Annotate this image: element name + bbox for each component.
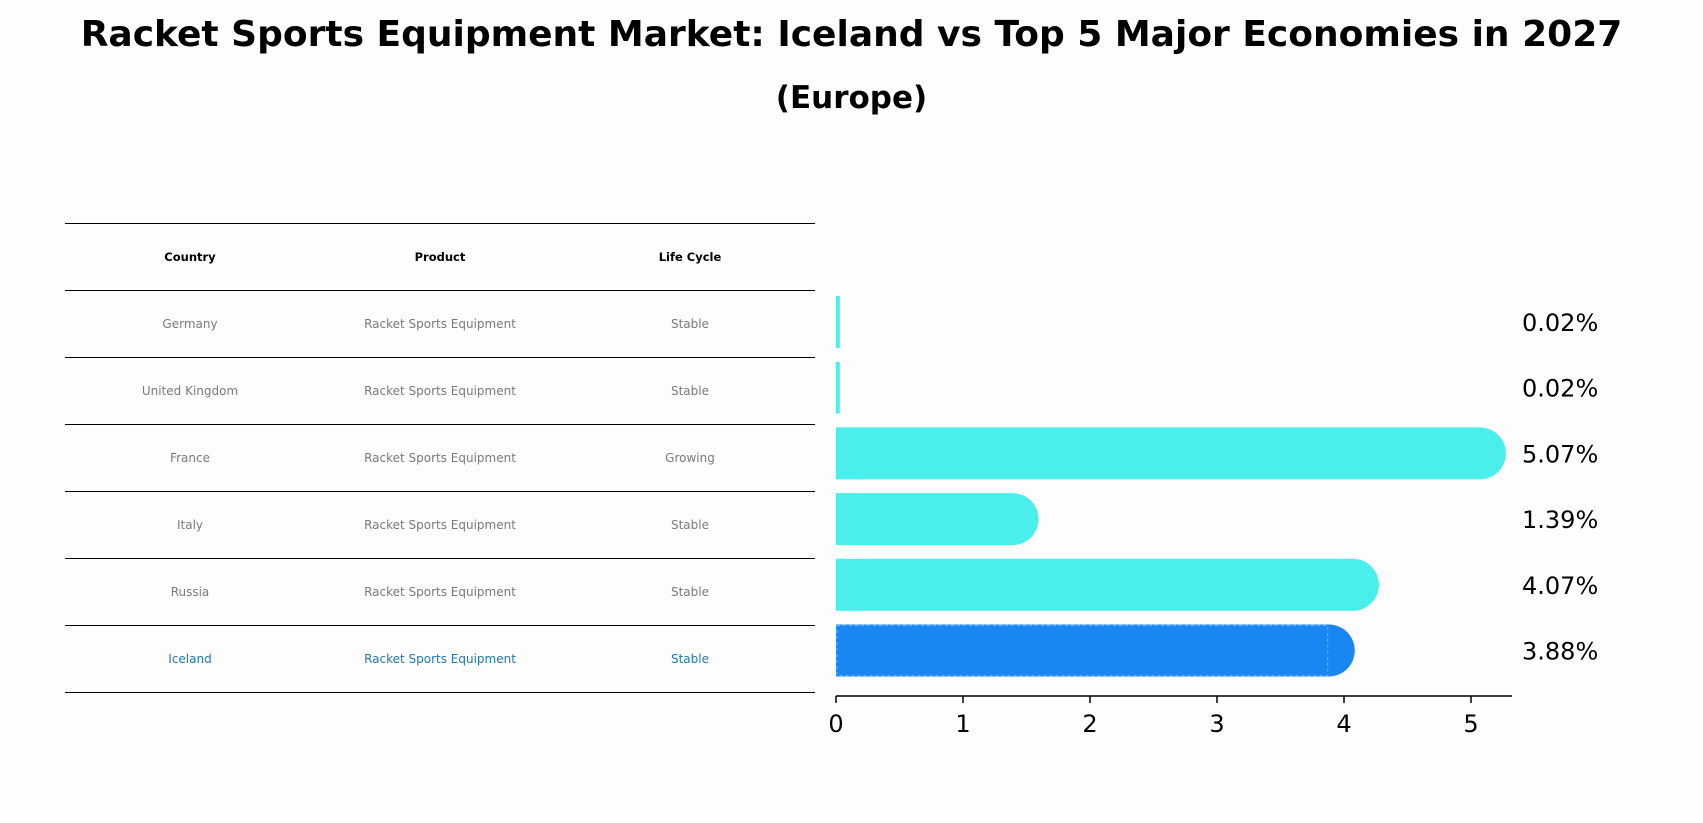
data-label: 0.02% xyxy=(1522,375,1598,403)
cell-life-cycle: Stable xyxy=(670,652,709,666)
x-tick-label: 1 xyxy=(955,710,970,738)
bar-base xyxy=(836,624,862,677)
header-country: Country xyxy=(164,250,216,264)
data-table: Country Product Life Cycle Germany Racke… xyxy=(65,223,815,693)
bar-base xyxy=(836,427,862,480)
header-life-cycle: Life Cycle xyxy=(658,250,722,264)
bar-italy xyxy=(836,493,1039,546)
cell-product: Racket Sports Equipment xyxy=(364,317,516,331)
data-label: 1.39% xyxy=(1522,506,1598,534)
table-row: United Kingdom Racket Sports Equipment S… xyxy=(65,357,815,424)
bar-highlight-outline xyxy=(836,625,1329,676)
data-label: 3.88% xyxy=(1522,638,1598,666)
x-tick-label: 3 xyxy=(1209,710,1224,738)
cell-country: Iceland xyxy=(168,652,212,666)
cell-country: Russia xyxy=(170,585,210,599)
data-label: 4.07% xyxy=(1522,572,1598,600)
table-row: France Racket Sports Equipment Growing xyxy=(65,424,815,491)
data-label: 0.02% xyxy=(1522,309,1598,337)
cell-life-cycle: Stable xyxy=(670,317,709,331)
table-row: Italy Racket Sports Equipment Stable xyxy=(65,491,815,558)
cell-product: Racket Sports Equipment xyxy=(364,451,516,465)
cell-life-cycle: Stable xyxy=(670,585,709,599)
bar-iceland xyxy=(836,624,1355,677)
x-tick-label: 2 xyxy=(1082,710,1097,738)
x-tick-label: 0 xyxy=(828,710,843,738)
table-row-highlighted: Iceland Racket Sports Equipment Stable xyxy=(65,625,815,693)
bar-base xyxy=(836,493,862,546)
table-row: Germany Racket Sports Equipment Stable xyxy=(65,290,815,357)
cell-country: Italy xyxy=(176,518,204,532)
chart-title: Racket Sports Equipment Market: Iceland … xyxy=(80,14,1623,55)
header-product: Product xyxy=(414,250,466,264)
chart-subtitle: (Europe) xyxy=(775,80,928,116)
bar-russia xyxy=(836,558,1379,611)
table-row: Russia Racket Sports Equipment Stable xyxy=(65,558,815,625)
table-header-row: Country Product Life Cycle xyxy=(65,223,815,290)
bar-france xyxy=(836,427,1506,480)
cell-country: United Kingdom xyxy=(141,384,239,398)
cell-product: Racket Sports Equipment xyxy=(364,585,516,599)
bar-base xyxy=(836,558,862,611)
cell-product: Racket Sports Equipment xyxy=(364,384,516,398)
cell-product: Racket Sports Equipment xyxy=(364,518,516,532)
cell-life-cycle: Stable xyxy=(670,384,709,398)
data-label: 5.07% xyxy=(1522,440,1598,468)
x-tick-label: 4 xyxy=(1336,710,1351,738)
bar-base xyxy=(836,296,838,348)
cell-product: Racket Sports Equipment xyxy=(364,652,516,666)
x-tick-label: 5 xyxy=(1463,710,1478,738)
cell-country: France xyxy=(170,451,210,465)
cell-life-cycle: Growing xyxy=(665,451,715,465)
cell-life-cycle: Stable xyxy=(670,518,709,532)
cell-country: Germany xyxy=(162,317,218,331)
bar-base xyxy=(836,361,838,414)
